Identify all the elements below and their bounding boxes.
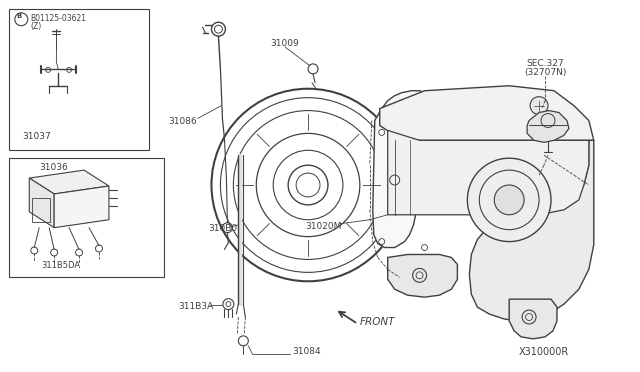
Text: 31009: 31009 bbox=[271, 39, 300, 48]
Polygon shape bbox=[388, 131, 589, 215]
Text: 311B3A: 311B3A bbox=[179, 302, 214, 311]
Polygon shape bbox=[54, 186, 109, 228]
Text: 31020M: 31020M bbox=[305, 222, 342, 231]
Text: 31084: 31084 bbox=[292, 347, 321, 356]
Text: X310000R: X310000R bbox=[519, 347, 569, 357]
Text: 31036: 31036 bbox=[39, 163, 68, 172]
Text: B: B bbox=[17, 13, 22, 19]
Polygon shape bbox=[380, 86, 594, 140]
Polygon shape bbox=[527, 110, 569, 142]
Text: 31086: 31086 bbox=[169, 116, 197, 125]
Text: 311B5DA: 311B5DA bbox=[42, 262, 81, 270]
Circle shape bbox=[494, 185, 524, 215]
Polygon shape bbox=[29, 178, 54, 228]
Text: B01125-03621: B01125-03621 bbox=[30, 14, 86, 23]
Bar bbox=[10, 9, 148, 150]
Polygon shape bbox=[469, 140, 594, 321]
Bar bbox=[32, 198, 50, 222]
Polygon shape bbox=[29, 170, 109, 194]
Text: 310B0: 310B0 bbox=[209, 224, 237, 233]
Polygon shape bbox=[509, 299, 557, 339]
Polygon shape bbox=[388, 254, 458, 297]
Polygon shape bbox=[372, 91, 429, 247]
Text: (32707N): (32707N) bbox=[524, 68, 566, 77]
Text: FRONT: FRONT bbox=[360, 317, 396, 327]
Text: 31037: 31037 bbox=[22, 132, 51, 141]
Circle shape bbox=[467, 158, 551, 241]
Text: (Z): (Z) bbox=[30, 22, 42, 31]
Bar bbox=[10, 158, 164, 277]
Text: SEC.327: SEC.327 bbox=[526, 59, 564, 68]
Circle shape bbox=[530, 97, 548, 115]
